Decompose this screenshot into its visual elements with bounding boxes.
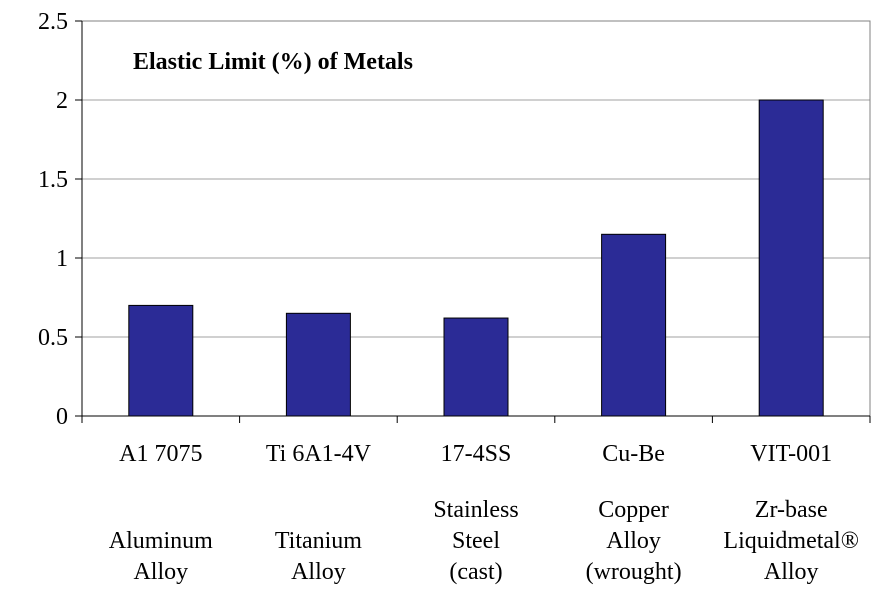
axes: [75, 20, 871, 423]
category-description-line: Alloy: [291, 559, 346, 585]
category-description-line: Copper: [598, 497, 669, 523]
x-category-label: 17-4SS: [441, 441, 512, 467]
y-tick-label: 1.5: [38, 167, 68, 193]
gridlines: [82, 99, 870, 338]
category-description-line: Aluminum: [109, 528, 213, 554]
bar: [128, 304, 194, 417]
category-description-line: Zr-base: [755, 497, 828, 523]
y-tick-label: 1: [56, 246, 68, 272]
y-tick-label: 2.5: [38, 9, 68, 35]
category-description-line: (wrought): [586, 559, 682, 585]
category-description-line: Steel: [452, 528, 500, 554]
category-descriptions: Aluminum Alloy Titanium Alloy Stainless Steel…: [109, 497, 859, 585]
category-description-line: Alloy: [606, 528, 661, 554]
category-description-line: Liquidmetal®: [723, 528, 859, 554]
bar: [285, 312, 351, 417]
bar: [601, 233, 667, 417]
y-tick-label: 0.5: [38, 325, 68, 351]
x-category-label: A1 7075: [119, 441, 202, 467]
x-category-label: VIT-001: [750, 441, 832, 467]
bar: [443, 317, 509, 417]
x-category-label: Ti 6A1-4V: [266, 441, 372, 467]
category-description-line: Alloy: [133, 559, 188, 585]
bars: [128, 99, 824, 417]
category-description-line: Titanium: [275, 528, 362, 554]
chart-title: Elastic Limit (%) of Metals: [133, 49, 413, 75]
x-category-labels: A1 7075 Ti 6A1-4V 17-4SS Cu-Be VIT-001: [119, 441, 832, 467]
category-description-line: (cast): [449, 559, 502, 585]
category-description-line: Alloy: [764, 559, 819, 585]
y-tick-label: 0: [56, 404, 68, 430]
y-tick-labels: 0 0.5 1 1.5 2 2.5: [38, 9, 68, 430]
category-description-line: Stainless: [433, 497, 518, 523]
x-category-label: Cu-Be: [602, 441, 665, 467]
y-tick-label: 2: [56, 88, 68, 114]
bar: [758, 99, 824, 417]
